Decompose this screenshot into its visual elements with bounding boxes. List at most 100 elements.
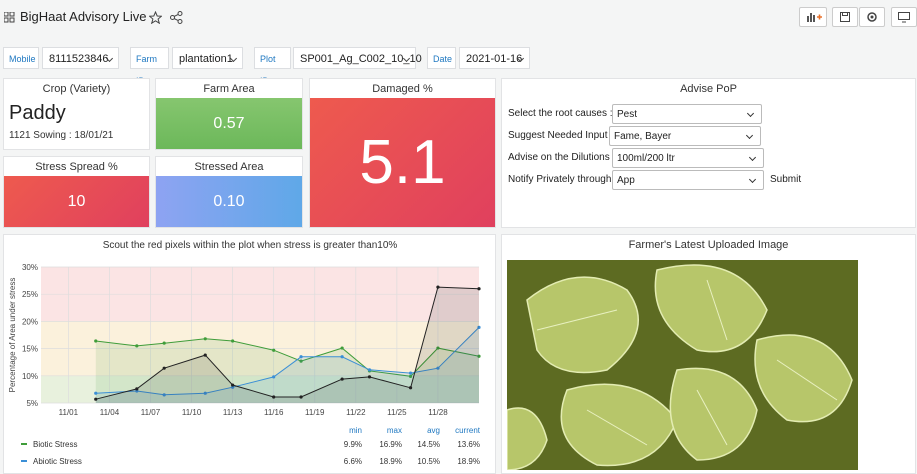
data-point — [203, 353, 207, 357]
x-tick-label: 11/04 — [100, 408, 120, 417]
data-point — [299, 359, 303, 363]
data-point — [162, 393, 166, 397]
panel-title: Stressed Area — [194, 161, 264, 173]
panel-title: Advise PoP — [680, 83, 737, 95]
form-select[interactable]: App — [612, 170, 764, 190]
crop-value: Paddy — [9, 102, 66, 124]
x-tick-label: 11/01 — [59, 408, 79, 417]
variable-select[interactable]: plantation1 — [172, 47, 243, 69]
stress-spread-stat: 10 — [4, 176, 149, 227]
panel-title: Crop (Variety) — [42, 83, 111, 95]
form-label: Select the root causes : — [508, 108, 613, 119]
data-point — [203, 391, 207, 395]
data-point — [272, 395, 276, 399]
data-point — [94, 339, 98, 343]
data-point — [94, 397, 98, 401]
form-select[interactable]: 100ml/200 ltr — [612, 148, 764, 168]
data-point — [408, 386, 413, 390]
stat-value: 0.10 — [213, 192, 245, 210]
chart-panel: Scout the red pixels within the plot whe… — [3, 234, 496, 474]
x-tick-label: 11/28 — [428, 408, 448, 417]
star-icon[interactable] — [149, 11, 162, 24]
x-tick-label: 11/07 — [141, 408, 161, 417]
damaged-stat: 5.1 — [310, 98, 495, 227]
form-select[interactable]: Pest — [612, 104, 762, 124]
image-panel: Farmer's Latest Uploaded Image — [501, 234, 916, 474]
data-point — [135, 387, 139, 391]
variable-label: Mobile — [3, 47, 39, 69]
y-tick-label: 5% — [26, 399, 38, 408]
legend-header: current — [455, 426, 481, 435]
stressed-area-panel: Stressed Area 0.10 — [155, 156, 303, 228]
stat-value: 10 — [67, 192, 86, 210]
legend-stat: 9.9% — [344, 440, 362, 449]
share-icon[interactable] — [170, 11, 183, 24]
data-point — [436, 346, 440, 350]
x-tick-label: 11/13 — [223, 408, 243, 417]
legend-header: max — [387, 426, 402, 435]
data-point — [408, 374, 413, 378]
save-button[interactable] — [832, 7, 858, 27]
x-tick-label: 11/25 — [387, 408, 407, 417]
form-label: Notify Privately through: — [508, 174, 615, 185]
damaged-panel: Damaged % 5.1 — [309, 78, 496, 228]
data-point — [477, 325, 481, 329]
panel-title: Damaged % — [372, 83, 433, 95]
data-point — [408, 371, 413, 375]
farm-area-stat: 0.57 — [156, 98, 302, 149]
panel-title: Farmer's Latest Uploaded Image — [628, 239, 789, 251]
submit-button[interactable]: Submit — [770, 174, 802, 185]
chart: Scout the red pixels within the plot whe… — [8, 240, 481, 466]
variable-select[interactable]: SP001_Ag_C002_10_10 — [293, 47, 422, 69]
legend-entry: Biotic Stress — [33, 440, 77, 449]
variable-select[interactable]: 2021-01-16 — [459, 47, 530, 69]
chart-title: Scout the red pixels within the plot whe… — [103, 240, 398, 251]
data-point — [436, 366, 440, 370]
data-point — [299, 355, 303, 359]
data-point — [162, 366, 166, 370]
data-point — [367, 375, 372, 379]
y-tick-label: 30% — [22, 263, 38, 272]
stat-value: 0.57 — [213, 114, 245, 132]
data-point — [231, 383, 235, 387]
data-point — [299, 395, 303, 399]
form-label: Advise on the Dilutions : — [508, 152, 616, 163]
variable-select[interactable]: 8111523846 — [42, 47, 119, 69]
y-tick-label: 25% — [22, 290, 38, 299]
y-tick-label: 10% — [22, 372, 38, 381]
legend-stat: 18.9% — [457, 457, 480, 466]
data-point — [272, 348, 276, 352]
series-line — [95, 286, 480, 400]
y-tick-label: 20% — [22, 317, 38, 326]
data-point — [436, 285, 440, 289]
crop-panel: Crop (Variety) Paddy 1121 Sowing : 18/01… — [3, 78, 150, 150]
apps-icon[interactable] — [4, 12, 15, 23]
data-point — [94, 391, 98, 395]
data-point — [162, 341, 166, 345]
stat-value: 5.1 — [359, 128, 446, 197]
dashboard-title[interactable]: BigHaat Advisory Live — [20, 9, 147, 24]
series-area — [95, 327, 479, 403]
legend-entry: Abiotic Stress — [33, 457, 82, 466]
uploaded-image[interactable] — [507, 260, 858, 470]
x-tick-label: 11/10 — [182, 408, 202, 417]
variable-label: Date — [427, 47, 456, 69]
data-point — [272, 375, 276, 379]
stressed-area-stat: 0.10 — [156, 176, 302, 227]
settings-button[interactable] — [859, 7, 885, 27]
data-point — [340, 355, 344, 359]
x-tick-label: 11/16 — [264, 408, 284, 417]
variable-label: Plot ID — [254, 47, 291, 86]
form-select[interactable]: Fame, Bayer — [609, 126, 761, 146]
legend-stat: 14.5% — [417, 440, 440, 449]
advise-panel: Advise PoP Select the root causes : Pest… — [501, 78, 916, 228]
legend-stat: 18.9% — [379, 457, 402, 466]
legend-header: min — [349, 426, 362, 435]
legend-stat: 6.6% — [344, 457, 362, 466]
add-panel-button[interactable] — [799, 7, 827, 27]
series-area — [95, 287, 479, 403]
tv-mode-button[interactable] — [891, 7, 917, 27]
stress-spread-panel: Stress Spread % 10 — [3, 156, 150, 228]
legend-header: avg — [427, 426, 440, 435]
